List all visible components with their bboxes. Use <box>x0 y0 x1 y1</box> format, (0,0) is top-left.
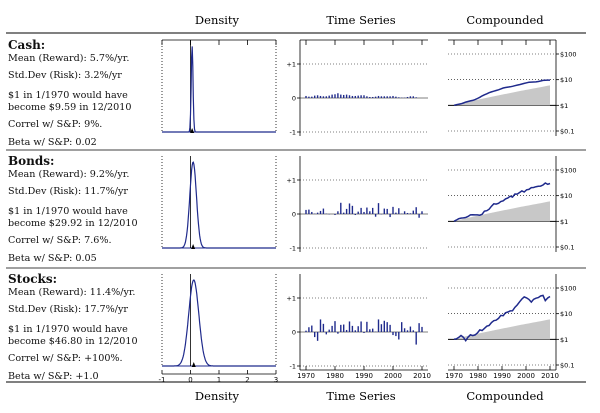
timeseries-panel-cash: +1 0 -1 <box>286 39 428 137</box>
compounded-ytick: $100 <box>560 167 577 175</box>
timeseries-ytick: -1 <box>290 129 296 137</box>
compounded-ytick: $100 <box>560 51 577 59</box>
compounded-ytick: $100 <box>560 285 577 293</box>
density-xtick: 2 <box>245 376 249 384</box>
compounded-ytick: $0.1 <box>560 244 574 252</box>
info-growth1: $1 in 1/1970 would have <box>8 90 128 101</box>
timeseries-xtick: 1980 <box>326 372 344 380</box>
density-curve-stocks <box>162 279 276 367</box>
compounded-ytick: $10 <box>560 192 572 200</box>
compounded-panel-bonds: $100 $10 $1 $0.1 <box>448 156 577 252</box>
compounded-xtick: 1980 <box>469 372 487 380</box>
compounded-panel-stocks: $100 $10 $1 $0.1 1970 1980 1990 2000 2010 <box>445 274 577 380</box>
info-growth2: become $29.92 in 12/2010 <box>8 218 138 229</box>
info-std: Std.Dev (Risk): 3.2%/yr <box>8 70 122 81</box>
compounded-xtick: 2010 <box>541 372 559 380</box>
density-curve-bonds <box>162 161 276 249</box>
timeseries-ytick: -1 <box>290 363 296 371</box>
growth-line-bonds <box>453 182 551 222</box>
footer-label-2: Compounded <box>466 389 544 403</box>
mean-marker <box>191 244 196 249</box>
mean-marker <box>190 128 195 133</box>
growth-line-stocks <box>453 294 551 343</box>
timeseries-ytick: 0 <box>292 211 296 219</box>
footer-label-1: Time Series <box>326 389 395 403</box>
compounded-ytick: $10 <box>560 310 572 318</box>
header-label-0: Density <box>195 13 240 27</box>
timeseries-xtick: 1970 <box>297 372 315 380</box>
info-growth2: become $46.80 in 12/2010 <box>8 336 138 347</box>
info-correl: Correl w/ S&P: 9%. <box>8 119 103 130</box>
compounded-ytick: $1 <box>560 102 568 110</box>
timeseries-panel-bonds: +1 0 -1 <box>286 156 428 253</box>
density-xtick: 1 <box>217 376 221 384</box>
density-panel-stocks: -1 0 1 2 3 <box>159 274 278 384</box>
info-beta: Beta w/ S&P: +1.0 <box>8 371 99 382</box>
benchmark-area <box>454 319 550 340</box>
info-std: Std.Dev (Risk): 17.7%/yr <box>8 304 128 315</box>
mean-marker <box>191 362 196 367</box>
density-panel-cash <box>161 39 277 133</box>
info-asset: Bonds: <box>8 154 55 168</box>
timeseries-ytick: +1 <box>286 177 296 185</box>
info-mean: Mean (Reward): 5.7%/yr. <box>8 53 130 64</box>
info-std: Std.Dev (Risk): 11.7%/yr <box>8 186 128 197</box>
benchmark-area <box>454 201 550 222</box>
compounded-ytick: $0.1 <box>560 362 574 370</box>
compounded-ytick: $0.1 <box>560 128 574 136</box>
compounded-ytick: $1 <box>560 336 568 344</box>
compounded-xtick: 2000 <box>517 372 535 380</box>
info-growth1: $1 in 1/1970 would have <box>8 206 128 217</box>
info-correl: Correl w/ S&P: +100%. <box>8 353 123 364</box>
footer-label-0: Density <box>195 389 240 403</box>
info-growth1: $1 in 1/1970 would have <box>8 324 128 335</box>
growth-line-cash <box>453 79 550 107</box>
timeseries-ytick: +1 <box>286 295 296 303</box>
density-xtick: -1 <box>159 376 166 384</box>
timeseries-xtick: 2000 <box>384 372 402 380</box>
density-xtick: 0 <box>188 376 192 384</box>
info-asset: Stocks: <box>8 272 58 286</box>
compounded-xtick: 1970 <box>445 372 463 380</box>
timeseries-xtick: 2010 <box>413 372 431 380</box>
info-correl: Correl w/ S&P: 7.6%. <box>8 235 112 246</box>
benchmark-area <box>454 85 550 106</box>
timeseries-ytick: 0 <box>292 329 296 337</box>
info-mean: Mean (Reward): 11.4%/yr. <box>8 287 136 298</box>
info-beta: Beta w/ S&P: 0.05 <box>8 253 97 264</box>
compounded-ytick: $10 <box>560 76 572 84</box>
info-beta: Beta w/ S&P: 0.02 <box>8 137 97 148</box>
compounded-xtick: 1990 <box>493 372 511 380</box>
compounded-panel-cash: $100 $10 $1 $0.1 <box>448 39 577 136</box>
timeseries-ytick: +1 <box>286 61 296 69</box>
timeseries-xtick: 1990 <box>355 372 373 380</box>
info-mean: Mean (Reward): 9.2%/yr. <box>8 169 130 180</box>
density-panel-bonds <box>161 156 277 249</box>
timeseries-ytick: -1 <box>290 245 296 253</box>
header-label-1: Time Series <box>326 13 395 27</box>
density-curve-cash <box>162 46 276 133</box>
info-growth2: become $9.59 in 12/2010 <box>8 102 132 113</box>
compounded-ytick: $1 <box>560 218 568 226</box>
info-asset: Cash: <box>8 38 46 52</box>
timeseries-ytick: 0 <box>292 95 296 103</box>
header-label-2: Compounded <box>466 13 544 27</box>
density-xtick: 3 <box>274 376 278 384</box>
